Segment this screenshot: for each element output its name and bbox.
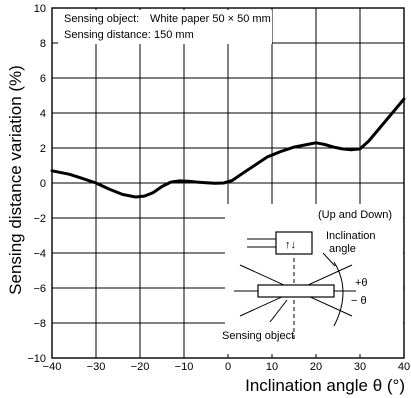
y-tick-label: −2 — [33, 213, 46, 225]
x-tick-label: 30 — [354, 361, 366, 373]
annotation-distance-label: Sensing distance: — [64, 29, 151, 41]
y-tick-label: −6 — [33, 283, 46, 295]
y-tick-label: −4 — [33, 248, 46, 260]
x-axis-title: Inclination angle θ (°) — [245, 376, 405, 395]
x-tick-label: −40 — [43, 361, 62, 373]
annotation-background — [58, 10, 272, 44]
x-tick-label: −20 — [131, 361, 150, 373]
inset-background — [225, 204, 403, 354]
x-tick-label: 0 — [225, 361, 231, 373]
x-tick-labels: −40 −30 −20 −10 0 10 20 30 40 — [43, 361, 410, 373]
x-tick-label: 20 — [310, 361, 322, 373]
angle-pointer — [322, 252, 336, 267]
x-tick-label: −10 — [175, 361, 194, 373]
series-line — [50, 97, 406, 199]
y-tick-label: 0 — [40, 178, 46, 190]
inset-angle-label-2: angle — [329, 243, 356, 255]
y-tick-label: 6 — [40, 73, 46, 85]
inset-minus-theta: − θ — [351, 295, 367, 307]
y-tick-label: 4 — [40, 108, 46, 120]
inset-object-label: Sensing object — [222, 330, 294, 342]
sensing-object-plate — [257, 284, 335, 298]
y-tick-label: 2 — [40, 143, 46, 155]
object-pointer — [269, 299, 288, 323]
sensor-body — [275, 231, 313, 255]
y-axis-title: Sensing distance variation (%) — [6, 65, 25, 295]
annotation-object-value: White paper 50 × 50 mm — [150, 13, 271, 25]
inset-mode-label: (Up and Down) — [318, 209, 392, 221]
y-tick-label: −10 — [27, 353, 46, 365]
inset-plus-theta: +θ — [355, 277, 368, 289]
y-tick-label: 10 — [34, 3, 46, 15]
y-tick-label: −8 — [33, 318, 46, 330]
inclination-diagram: (Up and Down) Inclination angle ↑↓ +θ − … — [222, 204, 403, 354]
angle-arc — [333, 261, 344, 327]
plot-frame — [51, 7, 405, 359]
annotation-object-label: Sensing object: — [64, 13, 139, 25]
x-tick-label: 40 — [398, 361, 410, 373]
inset-angle-label-1: Inclination — [326, 230, 376, 242]
x-tick-label: −30 — [87, 361, 106, 373]
sensor-arrows: ↑↓ — [285, 239, 296, 251]
y-tick-label: 8 — [40, 38, 46, 50]
annotation-distance-value: 150 mm — [154, 29, 194, 41]
y-tick-labels: 10 8 6 4 2 0 −2 −4 −6 −8 −10 — [27, 3, 46, 365]
x-tick-label: 10 — [266, 361, 278, 373]
